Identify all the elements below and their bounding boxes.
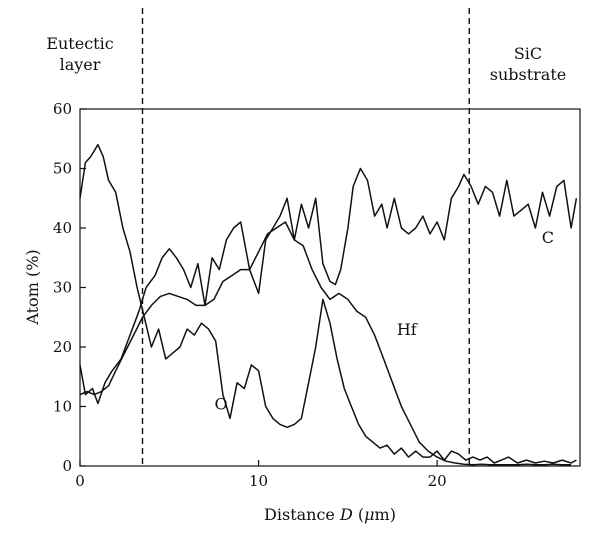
series-label-c: C [542, 228, 554, 247]
y-axis-title: Atom (%) [23, 249, 42, 325]
series-label-hf: Hf [397, 320, 418, 339]
y-tick-label-60: 60 [53, 100, 72, 118]
region-label-sic-line2: substrate [490, 65, 566, 84]
x-axis-title-mu: μ [364, 505, 374, 524]
series-line-o [79, 143, 577, 464]
y-tick-label-40: 40 [53, 219, 72, 237]
region-label-eutectic-line2: layer [60, 55, 101, 74]
x-axis-title-variable: D [339, 505, 353, 524]
y-tick-label-30: 30 [53, 279, 72, 297]
series-line-c [79, 167, 578, 405]
x-axis-title-unit-open: ( [353, 505, 364, 524]
series-label-o: O [215, 394, 228, 413]
region-labels: Eutectic layer SiC substrate [46, 34, 566, 84]
y-tick-label-0: 0 [62, 457, 72, 475]
series-lines [79, 143, 578, 466]
region-label-eutectic-line1: Eutectic [46, 34, 113, 53]
series-labels: C Hf O [215, 228, 554, 414]
x-tick-label-0: 0 [75, 472, 85, 490]
y-tick-label-50: 50 [53, 160, 72, 178]
y-tick-label-20: 20 [53, 338, 72, 356]
y-tick-label-10: 10 [53, 398, 72, 416]
axis-ticks: 0 10 20 0 10 20 30 40 50 60 [53, 100, 447, 490]
x-axis-title-prefix: Distance [264, 505, 340, 524]
x-axis-title-unit-rest: m) [375, 505, 396, 524]
x-tick-label-10: 10 [249, 472, 268, 490]
series-line-hf [79, 221, 572, 466]
plot-frame [79, 108, 581, 467]
region-label-sic-line1: SiC [514, 44, 542, 63]
region-boundaries [141, 8, 470, 466]
x-tick-label-20: 20 [428, 472, 447, 490]
x-axis-title: Distance D (μm) [264, 505, 396, 524]
